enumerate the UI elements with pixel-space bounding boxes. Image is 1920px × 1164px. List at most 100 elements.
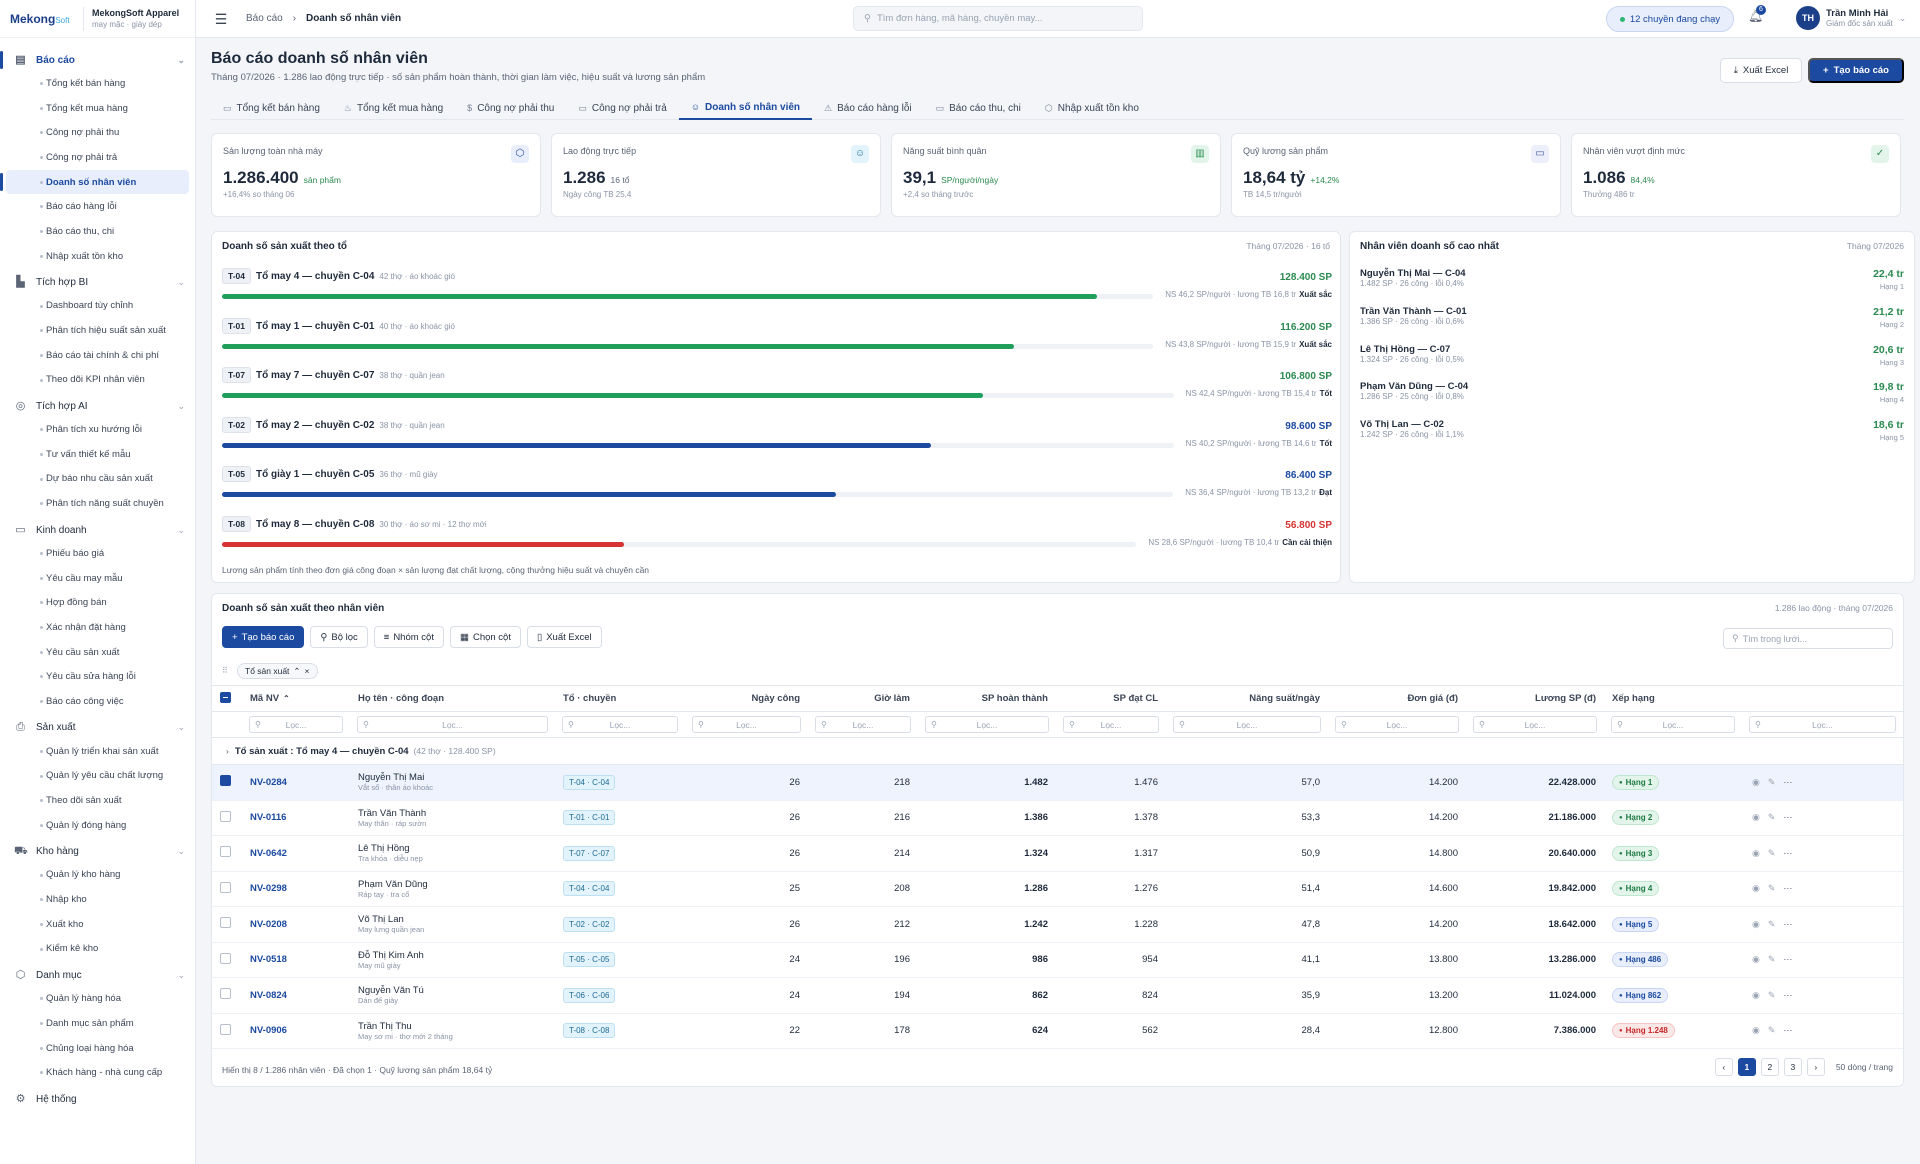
row-checkbox[interactable]	[220, 881, 231, 893]
more-icon[interactable]: ⋯	[1783, 989, 1793, 1000]
top-employee-row[interactable]: Lê Thị Hồng — C-07 1.324 SP · 26 công · l…	[1360, 344, 1904, 378]
view-icon[interactable]: ◉	[1752, 1025, 1768, 1036]
sidebar-item[interactable]: Doanh số nhân viên	[0, 169, 189, 195]
sort-up-icon[interactable]: ⌃	[293, 665, 301, 676]
column-filter-input[interactable]: Lọc...	[562, 716, 678, 733]
prev-page-button[interactable]: ‹	[1714, 1058, 1733, 1076]
sidebar-item[interactable]: Xác nhận đặt hàng	[6, 615, 189, 640]
column-filter-input[interactable]: Lọc...	[815, 716, 911, 733]
column-header[interactable]: Giờ làm	[808, 685, 918, 712]
top-employee-row[interactable]: Võ Thị Lan — C-02 1.242 SP · 26 công · lỗ…	[1360, 419, 1904, 453]
column-header[interactable]: Mã NV ⌃	[242, 685, 350, 712]
grid-export-button[interactable]: ▯ Xuất Excel	[526, 626, 602, 648]
column-filter-input[interactable]: Lọc...	[1173, 716, 1321, 733]
view-icon[interactable]: ◉	[1752, 954, 1768, 965]
grid-group-button[interactable]: ≡ Nhóm cột	[373, 626, 444, 648]
team-row[interactable]: T-07 Tổ may 7 — chuyền C-07 38 thợ · quần …	[222, 367, 1332, 417]
sidebar-item[interactable]: Quản lý kho hàng	[6, 863, 189, 888]
menu-icon[interactable]: ☰	[214, 10, 228, 27]
sidebar-item[interactable]: Báo cáo hàng lỗi	[6, 194, 189, 219]
grid-filter-button[interactable]: ⚲ Bộ lọc	[310, 626, 368, 648]
sort-up-icon[interactable]: ⌃	[283, 694, 290, 703]
sidebar-item[interactable]: Phân tích năng suất chuyền	[6, 491, 189, 516]
sidebar-item[interactable]: Báo cáo thu, chi	[6, 219, 189, 244]
table-row[interactable]: NV-0642 Lê Thị Hồng Tra khóa · diễu nẹp T-0…	[212, 835, 1903, 872]
more-icon[interactable]: ⋯	[1783, 847, 1793, 858]
running-lines-pill[interactable]: 12 chuyền đang chạy	[1606, 6, 1734, 32]
column-filter-input[interactable]: Lọc...	[1749, 716, 1896, 733]
sidebar-item[interactable]: Yêu cầu may mẫu	[6, 566, 189, 591]
top-employee-row[interactable]: Nguyễn Thị Mai — C-04 1.482 SP · 26 công …	[1360, 268, 1904, 302]
team-row[interactable]: T-08 Tổ may 8 — chuyền C-08 30 thợ · áo sơ…	[222, 515, 1332, 566]
edit-icon[interactable]: ✎	[1767, 776, 1784, 787]
tab-4[interactable]: ☺ Doanh số nhân viên	[678, 96, 813, 120]
sidebar-item[interactable]: Theo dõi KPI nhân viên	[6, 368, 189, 393]
employee-code-link[interactable]: NV-0208	[250, 918, 287, 930]
column-header[interactable]: Lương SP (đ)	[1466, 685, 1604, 712]
column-header[interactable]: Tổ · chuyền	[555, 685, 685, 712]
per-page-select[interactable]: 50 dòng / trang	[1835, 1062, 1893, 1072]
table-row[interactable]: NV-0208 Võ Thị Lan May lưng quần jean T-02 …	[212, 906, 1903, 943]
brand-logo[interactable]: MekongSoft	[10, 6, 84, 31]
table-row[interactable]: NV-0518 Đỗ Thị Kim Anh May mũ giày T-05 · C…	[212, 942, 1903, 978]
edit-icon[interactable]: ✎	[1767, 847, 1784, 858]
sidebar-group-3[interactable]: ▭ Kinh doanh ⌄	[0, 519, 195, 541]
view-icon[interactable]: ◉	[1752, 989, 1768, 1000]
table-row[interactable]: NV-0298 Phạm Văn Dũng Ráp tay · tra cổ T-04…	[212, 871, 1903, 907]
row-checkbox[interactable]	[220, 917, 231, 929]
employee-code-link[interactable]: NV-0642	[250, 847, 287, 859]
more-icon[interactable]: ⋯	[1783, 1025, 1793, 1036]
column-filter-input[interactable]: Lọc...	[1063, 716, 1159, 733]
column-filter-input[interactable]: Lọc...	[925, 716, 1049, 733]
employee-code-link[interactable]: NV-0906	[250, 1025, 287, 1037]
table-row[interactable]: NV-0906 Trần Thị Thu May sơ mi · thợ mới 2…	[212, 1013, 1903, 1049]
column-header[interactable]: SP hoàn thành	[918, 685, 1056, 712]
top-employee-row[interactable]: Phạm Văn Dũng — C-04 1.286 SP · 25 công ·…	[1360, 381, 1904, 415]
view-icon[interactable]: ◉	[1752, 812, 1768, 823]
employee-code-link[interactable]: NV-0518	[250, 954, 287, 966]
table-row[interactable]: NV-0284 Nguyễn Thị Mai Vắt sổ · thân áo kh…	[212, 764, 1903, 801]
sidebar-item[interactable]: Phân tích xu hướng lỗi	[6, 417, 189, 442]
view-icon[interactable]: ◉	[1752, 776, 1768, 787]
sidebar-group-7[interactable]: ⚙ Hệ thống	[0, 1088, 195, 1110]
sidebar-item[interactable]: Xuất kho	[6, 912, 189, 937]
create-report-button[interactable]: + Tạo báo cáo	[1808, 58, 1904, 83]
export-excel-button[interactable]: ⤓ Xuất Excel	[1720, 58, 1802, 83]
row-checkbox[interactable]	[220, 810, 231, 822]
sidebar-item[interactable]: Quản lý đóng hàng	[6, 813, 189, 838]
column-header[interactable]: Đơn giá (đ)	[1328, 685, 1466, 712]
employee-code-link[interactable]: NV-0298	[250, 883, 287, 895]
page-button[interactable]: 1	[1737, 1058, 1756, 1076]
row-checkbox[interactable]	[220, 988, 231, 1000]
sidebar-item[interactable]: Nhập xuất tồn kho	[6, 244, 189, 269]
breadcrumb-root[interactable]: Báo cáo	[246, 13, 283, 24]
group-row[interactable]: › Tổ sản xuất : Tổ may 4 — chuyền C-04 (42…	[212, 737, 1903, 765]
top-employee-row[interactable]: Trần Văn Thành — C-01 1.386 SP · 26 công …	[1360, 306, 1904, 340]
global-search-input[interactable]: ⚲ Tìm đơn hàng, mã hàng, chuyền may...	[853, 6, 1143, 31]
employee-code-link[interactable]: NV-0824	[250, 989, 287, 1001]
more-icon[interactable]: ⋯	[1783, 918, 1793, 929]
sidebar-item[interactable]: Báo cáo tài chính & chi phí	[6, 343, 189, 368]
row-checkbox[interactable]	[220, 952, 231, 964]
tab-6[interactable]: ▭ Báo cáo thu, chi	[924, 96, 1033, 120]
column-header[interactable]: Ngày công	[685, 685, 808, 712]
column-filter-input[interactable]: Lọc...	[1473, 716, 1597, 733]
sidebar-item[interactable]: Khách hàng - nhà cung cấp	[6, 1060, 189, 1085]
more-icon[interactable]: ⋯	[1783, 954, 1793, 965]
sidebar-item[interactable]: Phiếu báo giá	[6, 541, 189, 566]
tab-7[interactable]: ⬡ Nhập xuất tồn kho	[1033, 96, 1151, 120]
column-header[interactable]: Xếp hạng	[1604, 685, 1742, 712]
sidebar-item[interactable]: Dự báo nhu cầu sản xuất	[6, 467, 189, 492]
column-header[interactable]: Họ tên · công đoạn	[350, 685, 555, 712]
view-icon[interactable]: ◉	[1752, 847, 1768, 858]
page-button[interactable]: 3	[1783, 1058, 1802, 1076]
edit-icon[interactable]: ✎	[1767, 883, 1784, 894]
table-row[interactable]: NV-0116 Trần Văn Thành May thân · ráp sườn…	[212, 800, 1903, 836]
more-icon[interactable]: ⋯	[1783, 776, 1793, 787]
sidebar-item[interactable]: Hợp đồng bán	[6, 590, 189, 615]
view-icon[interactable]: ◉	[1752, 918, 1768, 929]
row-checkbox[interactable]	[220, 1023, 231, 1035]
sidebar-item[interactable]: Kiểm kê kho	[6, 937, 189, 962]
edit-icon[interactable]: ✎	[1767, 989, 1784, 1000]
column-header[interactable]: SP đạt CL	[1056, 685, 1166, 712]
